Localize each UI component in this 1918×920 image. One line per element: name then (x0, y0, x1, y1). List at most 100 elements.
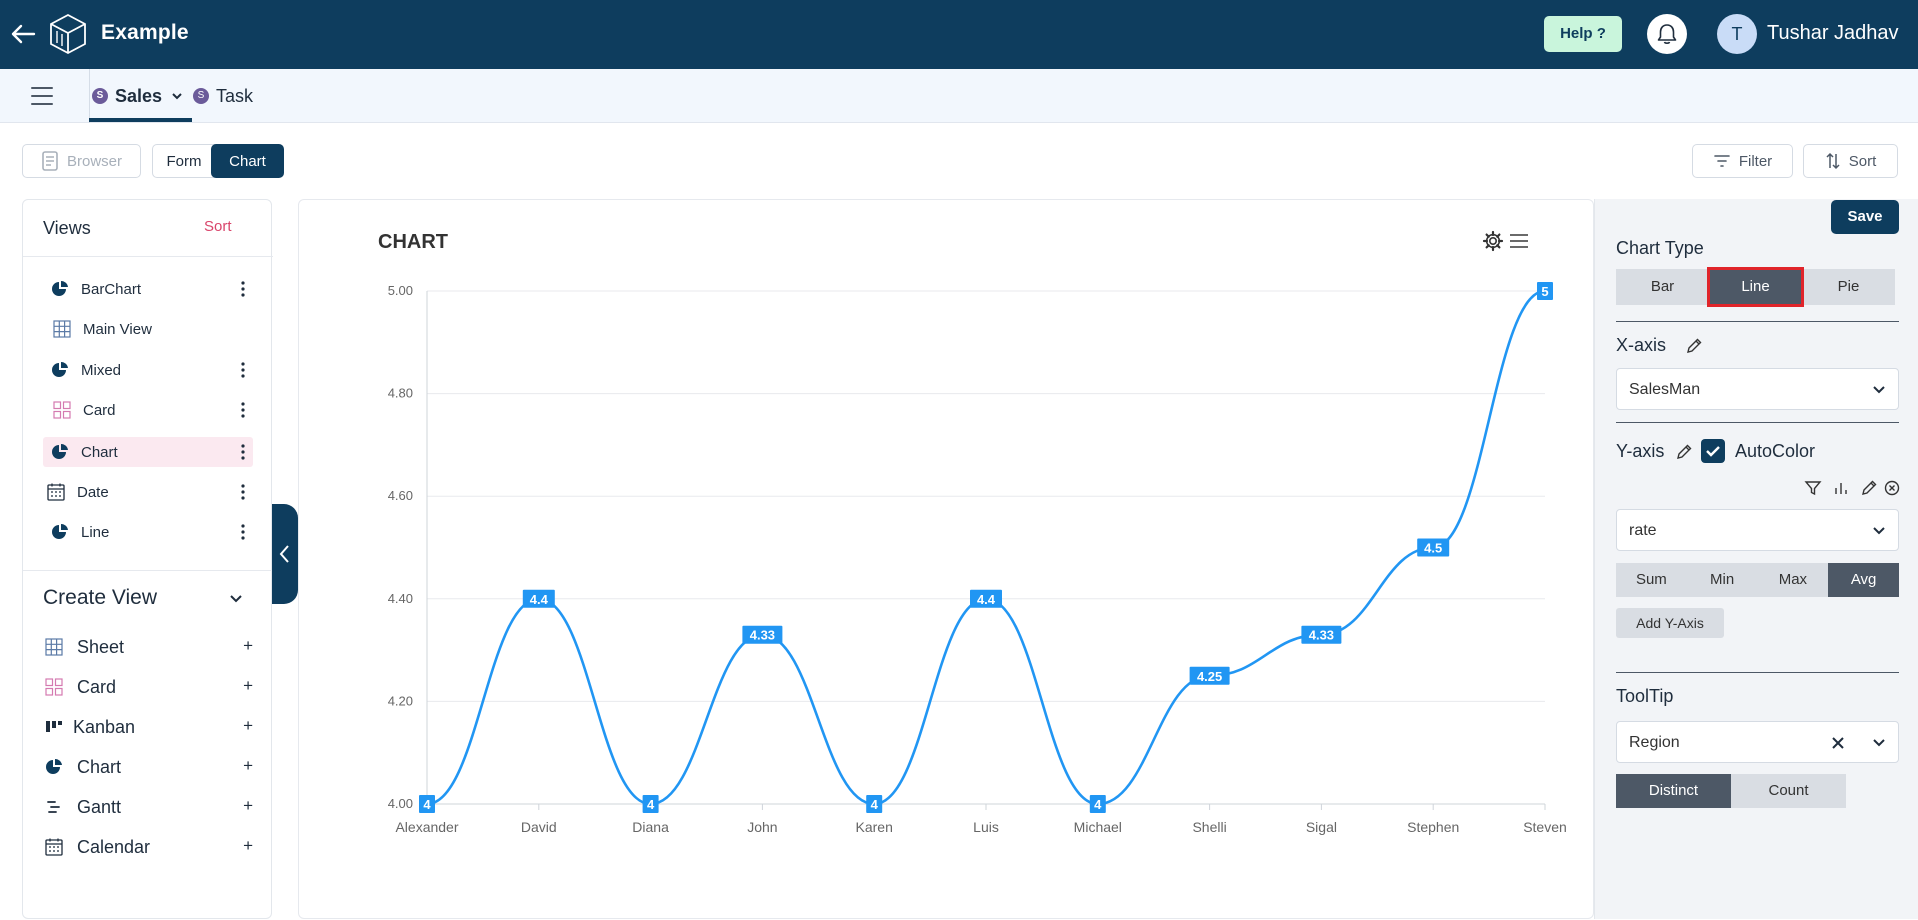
chart-type-pie[interactable]: Pie (1837, 278, 1860, 295)
view-item-card[interactable]: Card (43, 395, 253, 425)
x-tick-label: Michael (1074, 819, 1122, 835)
user-name[interactable]: Tushar Jadhav (1767, 22, 1899, 44)
x-tick-label: Luis (973, 819, 999, 835)
create-item-label: Gantt (77, 796, 122, 817)
document-icon (42, 151, 58, 171)
aggregation-sum[interactable]: Sum (1635, 571, 1667, 588)
chart-panel: CHART 4.00 4.20 4.40 4.60 4.80 5.00 Alexander D… (298, 199, 1594, 919)
funnel-icon[interactable] (1804, 479, 1822, 497)
x-axis-select[interactable]: SalesMan (1616, 368, 1899, 410)
aggregation-max[interactable]: Max (1778, 571, 1808, 588)
gear-icon[interactable] (1482, 230, 1504, 252)
save-button[interactable]: Save (1831, 200, 1899, 234)
x-tick-label: John (747, 819, 777, 835)
section-divider (1616, 422, 1899, 423)
views-divider (23, 256, 273, 257)
data-label-box (1189, 666, 1230, 685)
chevron-down-icon (1873, 739, 1885, 747)
tab-bar: S Sales S Task (0, 69, 1918, 123)
view-item-line[interactable]: Line (43, 517, 253, 547)
x-tick-label: Diana (632, 819, 669, 835)
chart-menu-icon[interactable] (1508, 232, 1530, 250)
data-label: 4.25 (1197, 669, 1222, 684)
plus-icon[interactable]: + (243, 676, 253, 695)
back-arrow-icon[interactable] (8, 18, 38, 50)
task-tab-badge: S (193, 88, 209, 104)
pencil-icon[interactable] (1685, 337, 1703, 355)
view-item-chart[interactable]: Chart (43, 437, 253, 467)
remove-circle-icon[interactable] (1884, 480, 1900, 496)
browser-label: Browser (66, 152, 122, 170)
plus-icon[interactable]: + (243, 836, 253, 855)
plus-icon[interactable]: + (243, 756, 253, 775)
data-label: 4.5 (1424, 541, 1442, 556)
y-axis-label: Y-axis (1616, 441, 1665, 461)
chart-type-line[interactable]: Line (1707, 267, 1804, 307)
plus-icon[interactable]: + (243, 716, 253, 735)
help-button[interactable]: Help ? (1544, 16, 1622, 52)
kebab-menu-icon[interactable] (241, 524, 245, 540)
pencil-icon[interactable] (1860, 479, 1878, 497)
create-sheet-item[interactable]: Sheet + (43, 632, 253, 662)
view-item-mixed[interactable]: Mixed (43, 355, 253, 385)
kebab-menu-icon[interactable] (241, 362, 245, 378)
create-kanban-item[interactable]: Kanban + (43, 712, 253, 742)
create-item-label: Calendar (77, 836, 151, 857)
section-divider (1616, 321, 1899, 322)
plus-icon[interactable]: + (243, 636, 253, 655)
chart-type-bar[interactable]: Bar (1650, 278, 1675, 295)
create-view-title-label: Create View (43, 586, 158, 609)
y-tick-label: 4.60 (388, 488, 413, 503)
add-y-axis-button[interactable]: Add Y-Axis (1616, 608, 1724, 638)
plus-icon[interactable]: + (243, 796, 253, 815)
autocolor-checkbox[interactable] (1701, 439, 1725, 463)
collapse-sidebar-handle[interactable] (272, 504, 298, 604)
sort-button[interactable]: Sort (1803, 144, 1898, 178)
pencil-icon[interactable] (1675, 443, 1693, 461)
view-item-main-view[interactable]: Main View (43, 314, 253, 344)
notifications-button[interactable] (1647, 14, 1687, 54)
create-view-title[interactable]: Create View (43, 586, 157, 610)
aggregation-avg[interactable]: Avg (1828, 563, 1899, 597)
tooltip-mode-distinct[interactable]: Distinct (1616, 774, 1731, 808)
checkmark-icon (1706, 446, 1720, 457)
form-label: Form (166, 152, 202, 170)
tab-sales[interactable]: S Sales (92, 82, 186, 110)
y-tick-label: 4.20 (388, 693, 413, 708)
view-item-date[interactable]: Date (43, 477, 253, 507)
tooltip-mode-selector: Distinct Count (1616, 774, 1846, 808)
x-tick-label: Karen (856, 819, 893, 835)
sales-tab-badge: S (92, 88, 108, 104)
sort-label: Sort (1848, 152, 1877, 170)
pie-icon (52, 280, 68, 296)
chevron-down-icon[interactable] (228, 591, 244, 607)
data-label-box (970, 589, 1002, 608)
tooltip-mode-count[interactable]: Count (1768, 782, 1809, 799)
create-card-item[interactable]: Card + (43, 672, 253, 702)
views-sort-link[interactable]: Sort (204, 218, 232, 235)
bar-chart-icon[interactable] (1832, 479, 1850, 497)
aggregation-min[interactable]: Min (1710, 571, 1735, 588)
data-label: 4.33 (1309, 628, 1334, 643)
kebab-menu-icon[interactable] (241, 484, 245, 500)
chevron-down-icon[interactable] (168, 87, 186, 105)
form-view-button[interactable]: Form (152, 144, 216, 178)
clear-icon[interactable] (1830, 735, 1846, 751)
view-item-barchart[interactable]: BarChart (43, 274, 253, 304)
kebab-menu-icon[interactable] (241, 281, 245, 297)
filter-button[interactable]: Filter (1692, 144, 1793, 178)
hamburger-menu-icon[interactable] (30, 85, 54, 107)
y-axis-select[interactable]: rate (1616, 509, 1899, 551)
tab-task[interactable]: S Task (193, 82, 253, 110)
chart-view-button[interactable]: Chart (211, 144, 284, 178)
data-label-box (642, 795, 659, 813)
tooltip-select[interactable]: Region (1616, 721, 1899, 763)
create-calendar-item[interactable]: Calendar + (43, 832, 253, 862)
app-logo-icon (50, 13, 86, 55)
browser-button[interactable]: Browser (22, 144, 141, 178)
create-chart-item[interactable]: Chart + (43, 752, 253, 782)
kebab-menu-icon[interactable] (241, 402, 245, 418)
user-avatar[interactable]: T (1717, 14, 1757, 54)
create-gantt-item[interactable]: Gantt + (43, 792, 253, 822)
kebab-menu-icon[interactable] (241, 444, 245, 460)
